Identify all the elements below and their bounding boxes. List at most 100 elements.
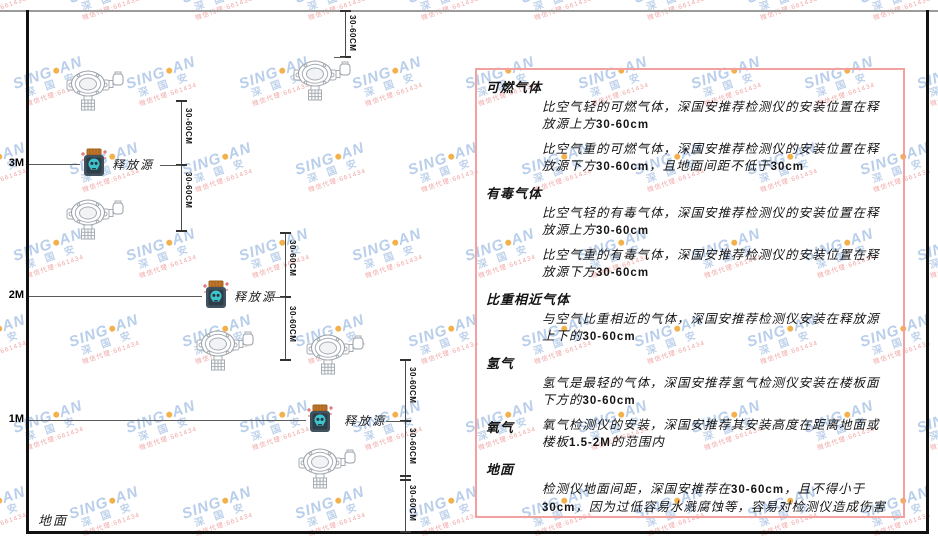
panel-section: 氢气 氢气是最轻的气体，深国安推荐氢气检测仪安装在楼板面下方的30-60cm xyxy=(486,353,891,410)
dimension-leader xyxy=(160,165,181,166)
dimension-tick xyxy=(176,230,187,232)
brand-watermark-cn: 深 国 安 xyxy=(363,243,419,272)
dimension-label: 30-60CM xyxy=(408,367,417,404)
dimension-tick xyxy=(176,100,187,102)
dimension-tick xyxy=(400,475,411,477)
ground-line xyxy=(26,531,929,534)
dimension-label: 30-60CM xyxy=(288,240,297,277)
measurement-value: 30-60cm xyxy=(596,267,650,279)
dimension-tick xyxy=(400,420,411,422)
ground-label: 地面 xyxy=(38,513,69,528)
gas-detector-icon xyxy=(66,193,124,245)
brand-dot-icon xyxy=(334,496,342,505)
measurement-value: 30-60cm xyxy=(582,395,636,407)
brand-watermark-cn: 深 国 安 xyxy=(524,0,596,17)
panel-section: 氧气 氧气检测仪的安装，深国安推荐其安装高度在距离地面或楼板1.5-2M的范围内 xyxy=(486,417,891,452)
brand-dot-icon xyxy=(165,238,173,247)
dimension-tick xyxy=(340,10,351,12)
brand-watermark-note: 微信代理:661434 xyxy=(307,0,367,22)
brand-dot-icon xyxy=(0,324,3,333)
panel-paragraph: 比空气重的有毒气体，深国安推荐检测仪的安装位置在释放源下方30-60cm xyxy=(542,248,880,279)
dimension-label: 30-60CM xyxy=(184,108,193,145)
brand-watermark-cn: 深 国 安 xyxy=(637,0,709,17)
measurement-value: 30-60cm xyxy=(731,484,785,496)
height-label-3m: 3M xyxy=(8,157,24,169)
brand-watermark-cn: 深 国 安 xyxy=(306,501,362,530)
dimension-line xyxy=(345,11,346,57)
measurement-value: 30-60cm xyxy=(596,161,650,173)
panel-section-title: 氧气 xyxy=(486,420,515,435)
brand-watermark-cn: 深 国 安 xyxy=(250,243,306,272)
brand-dot-icon xyxy=(334,152,342,161)
panel-paragraph: 氢气是最轻的气体，深国安推荐氢气检测仪安装在楼板面下方的30-60cm xyxy=(542,376,880,407)
measurement-value: 30-60cm xyxy=(582,331,636,343)
brand-watermark-note: 微信代理:661434 xyxy=(533,0,593,22)
gas-detector-icon xyxy=(306,328,364,380)
brand-dot-icon xyxy=(447,496,455,505)
measurement-value: 30-60cm xyxy=(596,225,650,237)
dimension-line xyxy=(405,360,406,532)
release-source-label: 释放源 xyxy=(344,414,387,428)
left-wall-line xyxy=(26,10,29,534)
height-line-2m xyxy=(29,296,202,297)
right-wall-line xyxy=(926,10,929,534)
brand-watermark-cn: 深 国 安 xyxy=(863,0,935,17)
panel-section: 有毒气体 比空气轻的有毒气体，深国安推荐检测仪的安装位置在释放源上方30-60cm… xyxy=(486,183,891,282)
brand-watermark-note: 微信代理:661434 xyxy=(194,511,254,538)
brand-dot-icon xyxy=(221,152,229,161)
brand-dot-icon xyxy=(391,410,399,419)
brand-watermark-note: 微信代理:661434 xyxy=(25,253,85,280)
panel-paragraph: 比空气重的可燃气体，深国安推荐检测仪的安装位置在释放源下方30-60cm，且地面… xyxy=(542,142,880,173)
dimension-leader xyxy=(386,421,405,422)
brand-watermark-cn: 深 国 安 xyxy=(419,329,475,358)
brand-watermark-note: 微信代理:661434 xyxy=(25,425,85,452)
release-source-icon xyxy=(80,148,108,183)
panel-paragraph: 比空气轻的有毒气体，深国安推荐检测仪的安装位置在释放源上方30-60cm xyxy=(542,206,880,237)
brand-watermark-note: 微信代理:661434 xyxy=(364,253,424,280)
brand-watermark-cn: 深 国 安 xyxy=(137,243,193,272)
ceiling-line xyxy=(0,10,938,12)
brand-dot-icon xyxy=(391,66,399,75)
panel-paragraph: 氧气检测仪的安装，深国安推荐其安装高度在距离地面或楼板1.5-2M的范围内 xyxy=(542,418,880,449)
brand-watermark-cn: 深 国 安 xyxy=(419,157,475,186)
brand-dot-icon xyxy=(165,66,173,75)
brand-watermark-cn: 深 国 安 xyxy=(185,0,257,17)
brand-watermark-cn: 深 国 安 xyxy=(80,501,136,530)
brand-dot-icon xyxy=(108,496,116,505)
panel-section: 地面 检测仪地面间距，深国安推荐在30-60cm，且不得小于30cm，因为过低容易… xyxy=(486,459,891,516)
gas-detector-icon xyxy=(293,54,351,106)
dimension-label: 30-60CM xyxy=(408,428,417,465)
panel-section-title: 地面 xyxy=(486,462,515,477)
brand-watermark-cn: 深 国 安 xyxy=(411,0,483,17)
brand-watermark-cn: 深 国 安 xyxy=(80,329,136,358)
brand-dot-icon xyxy=(52,238,60,247)
dimension-tick xyxy=(340,56,351,58)
panel-section: 可燃气体 比空气轻的可燃气体，深国安推荐检测仪的安装位置在释放源上方30-60cm… xyxy=(486,77,891,176)
